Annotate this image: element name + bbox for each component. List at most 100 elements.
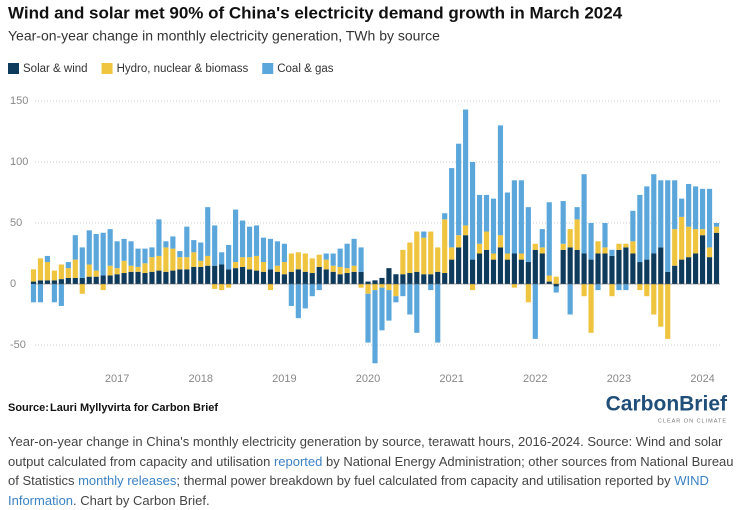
bar xyxy=(386,268,392,284)
bar xyxy=(644,259,650,284)
bar xyxy=(281,274,287,284)
bar xyxy=(170,248,176,271)
bar xyxy=(532,284,538,339)
bar xyxy=(219,264,225,284)
bar xyxy=(525,284,531,303)
bar xyxy=(546,281,552,284)
bar xyxy=(456,235,462,248)
bar xyxy=(602,223,608,248)
bar xyxy=(588,259,594,284)
bar xyxy=(212,225,218,266)
bar xyxy=(706,188,713,248)
bar xyxy=(107,275,113,284)
bar xyxy=(679,216,685,260)
bar xyxy=(156,219,162,256)
bar xyxy=(170,270,176,284)
bar xyxy=(323,253,329,260)
bar xyxy=(337,274,343,284)
bar xyxy=(539,229,545,248)
bar xyxy=(288,271,294,284)
y-tick-label: 100 xyxy=(10,156,28,168)
x-tick-label: 2023 xyxy=(607,373,631,385)
bar xyxy=(463,235,469,284)
bar xyxy=(344,273,350,284)
bar xyxy=(191,240,197,253)
bar xyxy=(274,241,281,266)
bar xyxy=(379,287,385,331)
bar xyxy=(463,109,469,226)
bar xyxy=(630,210,636,242)
bar xyxy=(233,268,239,284)
bar xyxy=(560,249,566,284)
y-tick-label: 50 xyxy=(10,217,22,229)
bar xyxy=(177,257,183,270)
bar xyxy=(93,270,99,277)
bar xyxy=(407,273,413,284)
bar xyxy=(532,249,538,284)
bar xyxy=(400,249,406,275)
bar xyxy=(539,253,545,284)
bar xyxy=(637,194,643,263)
bar xyxy=(344,268,350,274)
bar xyxy=(184,257,190,270)
bar xyxy=(205,207,211,256)
bar xyxy=(288,284,294,306)
bar xyxy=(393,274,399,284)
bar xyxy=(428,284,434,291)
bar xyxy=(86,264,92,277)
bar xyxy=(274,271,281,284)
bar xyxy=(581,174,587,254)
bar xyxy=(525,262,531,284)
bar xyxy=(135,248,141,267)
bar xyxy=(65,262,71,269)
bar xyxy=(79,247,85,278)
bar xyxy=(400,274,406,284)
bar xyxy=(421,231,427,238)
bar xyxy=(658,180,664,248)
bar xyxy=(588,284,594,333)
bar xyxy=(79,284,85,294)
x-tick-label: 2018 xyxy=(189,373,213,385)
y-tick-label: 150 xyxy=(10,95,28,107)
bar xyxy=(616,249,622,284)
caption-link[interactable]: monthly releases xyxy=(78,473,177,488)
bar xyxy=(253,255,260,271)
bar xyxy=(553,284,559,287)
bar xyxy=(469,259,476,284)
y-tick-label: -50 xyxy=(10,339,26,351)
bar xyxy=(449,168,455,248)
bar xyxy=(212,284,218,289)
bar xyxy=(72,277,78,284)
bar xyxy=(128,265,134,272)
bar xyxy=(518,253,524,260)
bar xyxy=(665,271,671,284)
caption-text: ; thermal power breakdown by fuel calcul… xyxy=(176,473,675,488)
caption-link[interactable]: reported xyxy=(273,453,323,469)
bar xyxy=(365,284,371,294)
bar xyxy=(79,277,85,284)
bar xyxy=(30,284,37,303)
bar xyxy=(574,219,580,250)
bar xyxy=(58,284,64,306)
bar xyxy=(253,225,260,256)
bar xyxy=(616,243,622,250)
bar xyxy=(532,243,538,250)
chart-title: Wind and solar met 90% of China's electr… xyxy=(8,3,623,22)
bar xyxy=(699,229,706,236)
bar xyxy=(463,225,469,236)
bar xyxy=(239,220,246,258)
bar xyxy=(267,269,274,284)
legend-swatch xyxy=(101,63,113,74)
bar xyxy=(274,265,281,272)
bar xyxy=(149,271,155,284)
bar xyxy=(219,252,225,265)
bar xyxy=(302,271,308,284)
bar xyxy=(476,194,483,244)
bar xyxy=(679,198,685,217)
caption-link[interactable]: WIND Information xyxy=(8,473,709,508)
bar xyxy=(469,162,476,260)
bar xyxy=(239,257,246,267)
bar xyxy=(469,284,476,291)
bar xyxy=(386,284,392,291)
caption-text: by National Energy Administration; other… xyxy=(8,453,734,489)
